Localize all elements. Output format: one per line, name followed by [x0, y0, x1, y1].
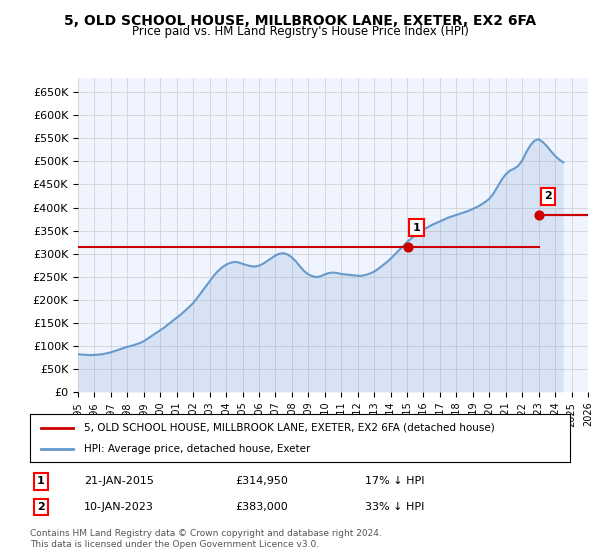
Text: 17% ↓ HPI: 17% ↓ HPI — [365, 476, 424, 486]
Point — [403, 242, 413, 251]
Text: Price paid vs. HM Land Registry's House Price Index (HPI): Price paid vs. HM Land Registry's House … — [131, 25, 469, 38]
Text: £314,950: £314,950 — [235, 476, 288, 486]
Text: 10-JAN-2023: 10-JAN-2023 — [84, 502, 154, 512]
Text: £383,000: £383,000 — [235, 502, 288, 512]
Point — [535, 211, 544, 220]
Text: Contains HM Land Registry data © Crown copyright and database right 2024.
This d: Contains HM Land Registry data © Crown c… — [30, 529, 382, 549]
Text: 5, OLD SCHOOL HOUSE, MILLBROOK LANE, EXETER, EX2 6FA (detached house): 5, OLD SCHOOL HOUSE, MILLBROOK LANE, EXE… — [84, 423, 495, 433]
Text: 2: 2 — [37, 502, 44, 512]
Text: 2: 2 — [544, 191, 552, 201]
Text: 1: 1 — [413, 223, 421, 232]
Text: 5, OLD SCHOOL HOUSE, MILLBROOK LANE, EXETER, EX2 6FA: 5, OLD SCHOOL HOUSE, MILLBROOK LANE, EXE… — [64, 14, 536, 28]
Text: 33% ↓ HPI: 33% ↓ HPI — [365, 502, 424, 512]
Text: 21-JAN-2015: 21-JAN-2015 — [84, 476, 154, 486]
Text: 1: 1 — [37, 476, 44, 486]
Text: HPI: Average price, detached house, Exeter: HPI: Average price, detached house, Exet… — [84, 444, 310, 454]
